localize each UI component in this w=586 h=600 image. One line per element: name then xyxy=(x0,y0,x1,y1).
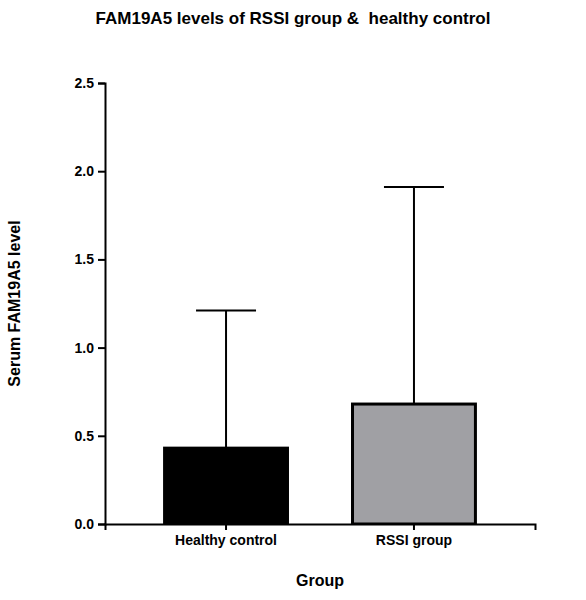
y-tick-label: 2.0 xyxy=(75,163,95,179)
y-tick: 2.5 xyxy=(75,75,105,91)
bar xyxy=(353,404,476,524)
y-tick: 0.5 xyxy=(75,428,105,444)
bar xyxy=(165,448,288,524)
x-tick: Healthy control xyxy=(175,524,277,548)
y-tick-mark xyxy=(98,347,105,349)
x-axis-line xyxy=(106,525,536,531)
x-tick: RSSI group xyxy=(376,524,452,548)
y-tick-label: 1.5 xyxy=(75,251,95,267)
y-tick-label: 1.0 xyxy=(75,340,95,356)
y-tick: 0.0 xyxy=(75,516,105,532)
x-axis-title: Group xyxy=(296,572,344,589)
error-cap xyxy=(384,186,444,188)
y-axis: 0.0 0.5 1.0 1.5 2.0 2.5 xyxy=(75,75,106,532)
y-tick-label: 0.0 xyxy=(75,516,95,532)
y-tick-mark xyxy=(98,83,105,85)
error-bar xyxy=(413,187,415,404)
y-tick-mark xyxy=(98,435,105,437)
y-axis-title: Serum FAM19A5 level xyxy=(6,220,23,386)
y-tick: 1.5 xyxy=(75,251,105,267)
y-tick-mark xyxy=(98,259,105,261)
x-axis: Healthy control RSSI group xyxy=(106,524,536,548)
x-tick-mark xyxy=(413,524,415,530)
y-tick-mark xyxy=(98,171,105,173)
y-tick-mark xyxy=(98,524,105,526)
title: FAM19A5 levels of RSSI group & healthy c… xyxy=(96,9,491,28)
x-tick-mark xyxy=(225,524,227,530)
x-tick-label: RSSI group xyxy=(376,532,452,548)
y-tick: 2.0 xyxy=(75,163,105,179)
y-axis-line xyxy=(98,84,106,525)
error-bar xyxy=(225,311,227,449)
plot-area xyxy=(165,187,476,524)
y-tick-label: 0.5 xyxy=(75,428,95,444)
error-cap xyxy=(196,310,256,312)
chart: 0.0 0.5 1.0 1.5 2.0 2.5 Healthy control RSSI gr… xyxy=(0,0,586,600)
y-tick: 1.0 xyxy=(75,340,105,356)
x-tick-label: Healthy control xyxy=(175,532,277,548)
y-tick-label: 2.5 xyxy=(75,75,95,91)
